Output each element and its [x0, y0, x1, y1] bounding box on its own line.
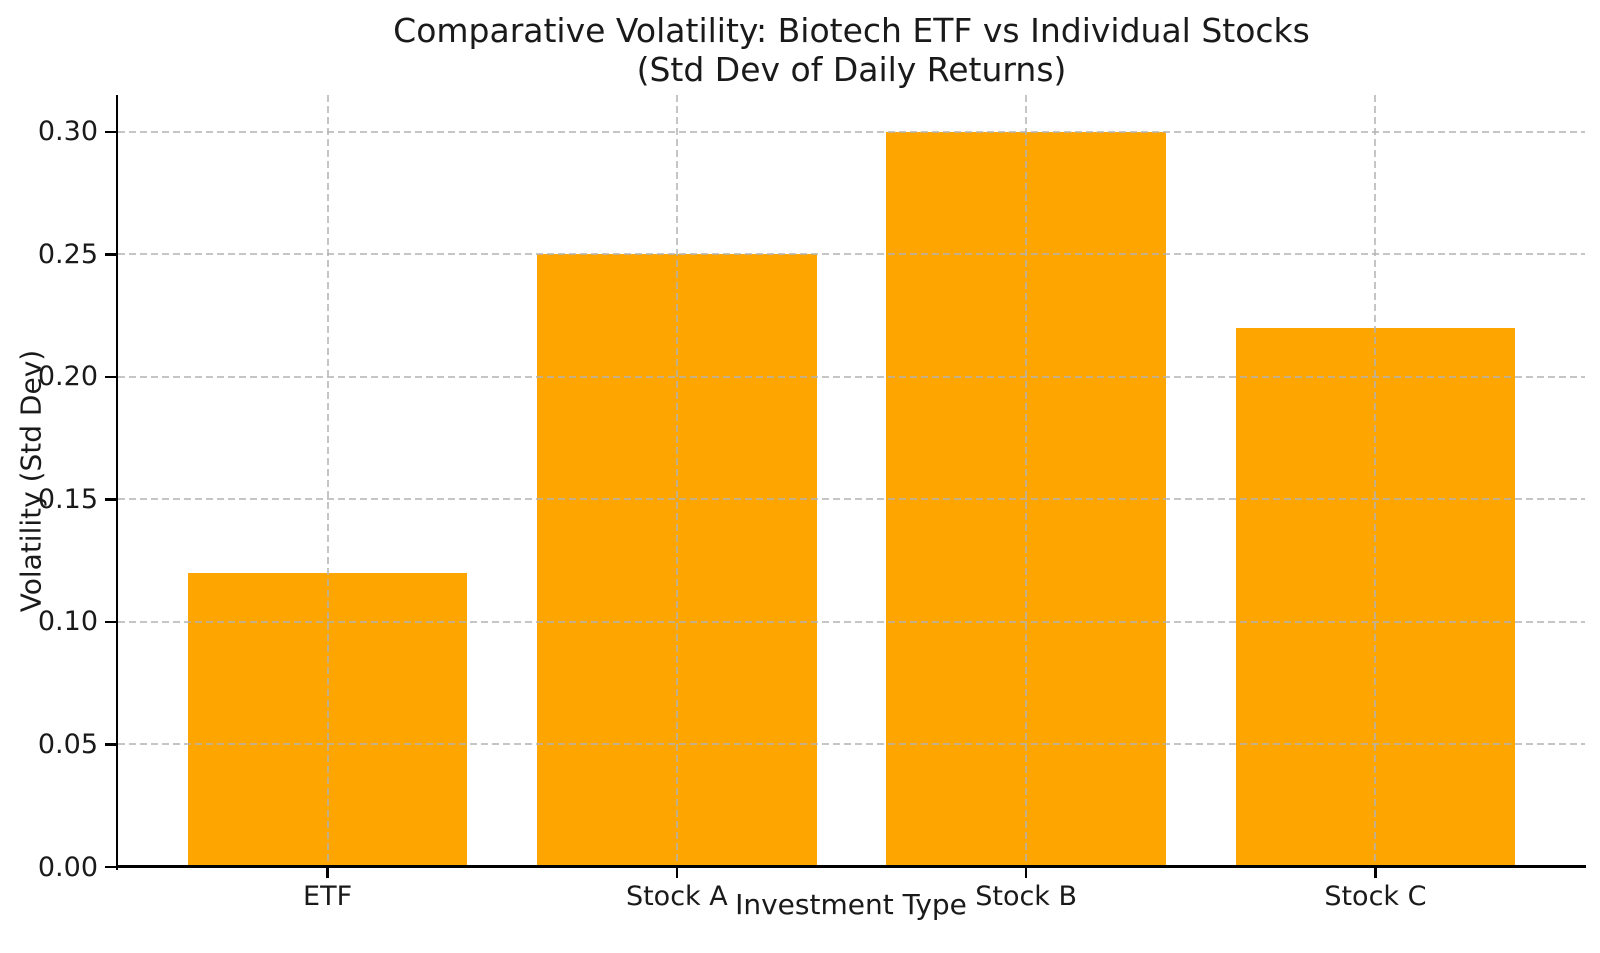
plot-area: 0.00 0.05 0.10 0.15 0.20 0.25 0.30 ETF Stock A St… [38, 95, 1586, 912]
x-gridline [1025, 95, 1028, 867]
y-gridline [118, 498, 1585, 501]
y-tick-mark [105, 865, 116, 869]
x-axis-label: Investment Type [735, 888, 967, 921]
y-tick-mark [105, 253, 116, 256]
x-tick-mark [326, 867, 329, 878]
x-tick-mark [675, 867, 679, 878]
chart-title: Comparative Volatility: Biotech ETF vs I… [118, 11, 1585, 89]
y-gridline [118, 253, 1585, 256]
x-tick-label: Stock B [975, 881, 1078, 912]
y-tick-mark [105, 498, 116, 501]
x-gridline [326, 95, 329, 867]
y-tick-label: 0.10 [37, 606, 98, 638]
y-tick-mark [105, 375, 116, 379]
y-tick-label: 0.25 [37, 238, 98, 270]
y-axis-label: Volatility (Std Dev) [14, 349, 48, 613]
y-tick-label: 0.00 [37, 851, 98, 883]
y-gridline [118, 130, 1585, 133]
x-tick-mark [1024, 867, 1028, 878]
x-tick-mark [1374, 867, 1377, 878]
x-tick-label: ETF [303, 881, 353, 912]
x-tick-label: Stock C [1324, 881, 1427, 912]
y-tick-label: 0.15 [37, 483, 98, 515]
y-gridline [118, 743, 1585, 746]
y-tick-label: 0.20 [37, 361, 98, 393]
y-tick-mark [105, 620, 116, 624]
y-axis-spine [115, 95, 118, 870]
y-tick-label: 0.30 [37, 116, 98, 148]
x-axis-spine [115, 865, 1586, 868]
x-gridline [675, 95, 678, 867]
x-tick-label: Stock A [625, 881, 728, 912]
x-gridline [1374, 95, 1377, 867]
y-gridline [118, 620, 1585, 623]
y-tick-mark [105, 743, 116, 746]
y-tick-mark [105, 130, 116, 133]
y-tick-label: 0.05 [37, 728, 98, 760]
chart-title-line-2: (Std Dev of Daily Returns) [636, 50, 1067, 89]
chart-title-line-1: Comparative Volatility: Biotech ETF vs I… [393, 11, 1310, 50]
y-gridline [118, 375, 1585, 378]
